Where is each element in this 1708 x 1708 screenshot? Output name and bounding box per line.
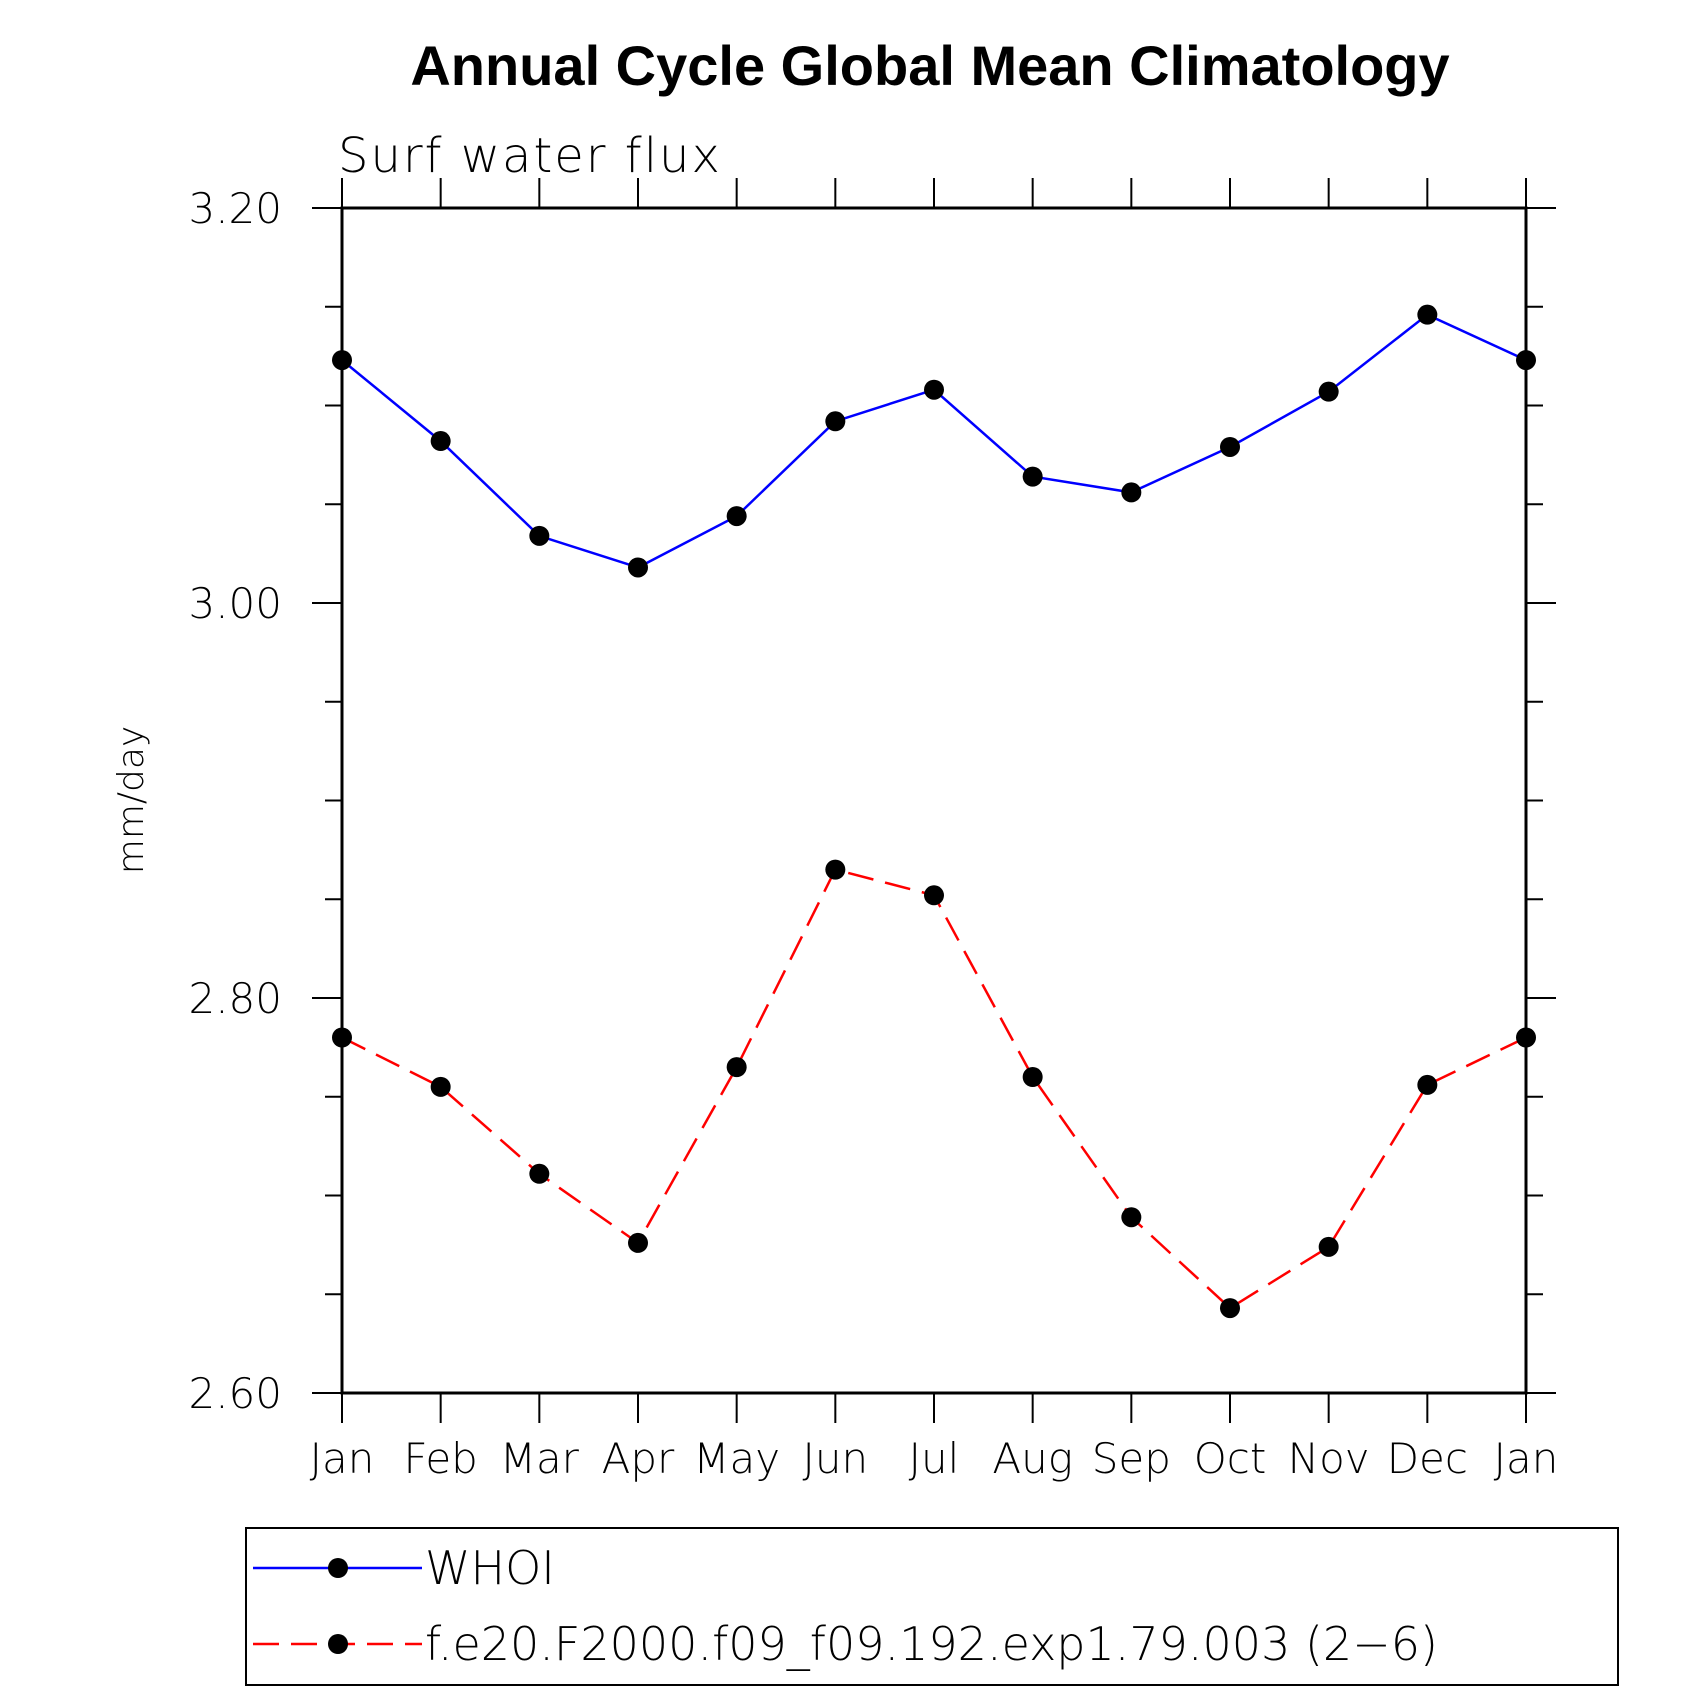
data-point <box>1318 381 1339 402</box>
y-tick-label: 2.60 <box>188 1369 282 1418</box>
data-point <box>1022 1067 1043 1087</box>
y-axis-label: mm/day <box>111 726 152 874</box>
x-tick-label: Jun <box>803 1434 869 1483</box>
data-point <box>1318 1236 1339 1257</box>
legend-item: WHOI <box>253 1541 555 1595</box>
legend-box <box>245 1527 1619 1686</box>
data-point <box>430 431 451 452</box>
y-tick-label: 3.20 <box>188 184 282 233</box>
data-point <box>1022 466 1043 487</box>
data-point <box>1516 1027 1536 1048</box>
x-tick-label: Nov <box>1288 1434 1370 1483</box>
data-point <box>529 525 550 546</box>
series-line <box>341 313 1527 569</box>
series-1 <box>332 304 1536 578</box>
chart-title: Annual Cycle Global Mean Climatology <box>410 34 1449 97</box>
x-tick-labels: Jan Feb Mar Apr May Jun Jul Aug Sep Oct Nov Dec Jan <box>310 1434 1559 1483</box>
data-point <box>430 1076 451 1097</box>
legend-item: f.e20.F2000.f09_f09.192.exp1.79.003 (2−6… <box>253 1617 1438 1671</box>
legend: WHOI f.e20.F2000.f09_f09.192.exp1.79.003 … <box>245 1527 1619 1686</box>
x-tick-label: Sep <box>1092 1434 1171 1483</box>
y-tick-label: 3.00 <box>188 579 282 628</box>
data-point <box>1516 350 1536 371</box>
plot-axes <box>312 178 1556 1423</box>
x-tick-label: Mar <box>500 1434 580 1483</box>
data-point <box>1417 1074 1438 1095</box>
data-point <box>924 885 944 906</box>
legend-marker <box>328 1558 348 1578</box>
y-tick-labels: 3.20 3.00 2.80 2.60 <box>188 184 282 1418</box>
x-tick-label: Aug <box>992 1434 1073 1483</box>
x-tick-label: Jan <box>1494 1434 1559 1483</box>
data-point <box>726 506 747 527</box>
series-2 <box>332 859 1536 1319</box>
data-point <box>332 1027 352 1048</box>
legend-label: f.e20.F2000.f09_f09.192.exp1.79.003 (2−6… <box>425 1617 1438 1671</box>
data-point <box>1220 436 1240 457</box>
series-line <box>341 868 1527 1310</box>
data-point <box>825 859 846 880</box>
data-point <box>1121 1207 1142 1228</box>
legend-items: WHOI f.e20.F2000.f09_f09.192.exp1.79.003 … <box>253 1541 1438 1671</box>
legend-label: WHOI <box>425 1541 555 1595</box>
data-point <box>332 350 352 371</box>
data-point <box>628 557 648 578</box>
x-tick-label: Apr <box>602 1434 675 1483</box>
data-point <box>726 1057 747 1078</box>
series-layer <box>332 304 1536 1319</box>
x-tick-label: Feb <box>403 1434 477 1483</box>
data-point <box>825 411 846 432</box>
y-tick-label: 2.80 <box>188 974 282 1023</box>
data-point <box>628 1232 648 1253</box>
data-point <box>1121 482 1142 503</box>
chart-subtitle: Surf water flux <box>338 128 722 184</box>
x-tick-label: Jan <box>310 1434 375 1483</box>
data-point <box>1220 1298 1240 1319</box>
x-tick-label: May <box>693 1434 780 1483</box>
data-point <box>529 1163 550 1184</box>
data-point <box>924 379 944 400</box>
x-tick-label: Oct <box>1194 1434 1267 1483</box>
x-tick-label: Dec <box>1387 1434 1468 1483</box>
data-point <box>1417 304 1438 325</box>
x-tick-label: Jul <box>909 1434 960 1483</box>
legend-marker <box>328 1634 348 1654</box>
